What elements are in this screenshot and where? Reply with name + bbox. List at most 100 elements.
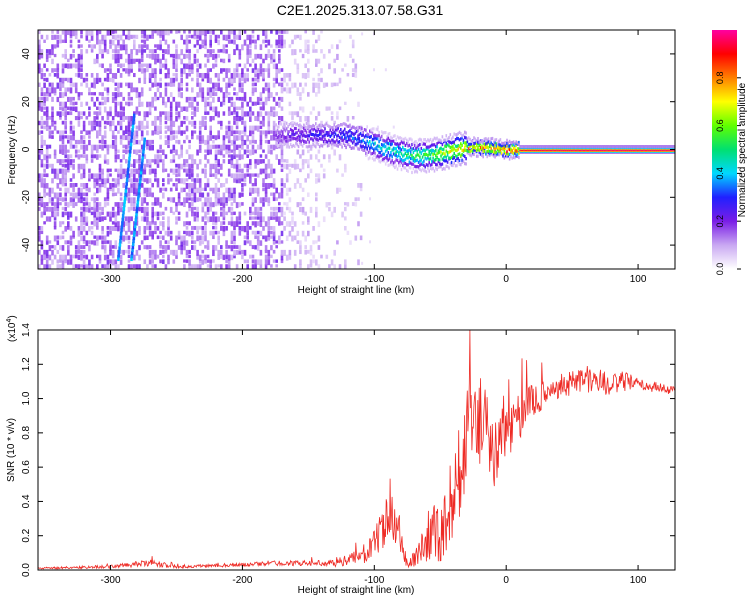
heatmap-cell: [225, 202, 228, 206]
heatmap-cell: [378, 155, 380, 159]
heatmap-cell: [67, 226, 70, 230]
heatmap-cell: [38, 173, 41, 179]
heatmap-cell: [53, 168, 57, 174]
heatmap-cell: [312, 254, 315, 259]
heatmap-cell: [72, 163, 75, 170]
heatmap-cell: [175, 116, 178, 122]
heatmap-cell: [227, 259, 231, 265]
heatmap-cell: [262, 68, 265, 73]
heatmap-cell: [222, 101, 226, 106]
heatmap-cell: [333, 123, 335, 127]
heatmap-cell: [101, 173, 104, 179]
heatmap-cell: [246, 168, 249, 173]
heatmap-cell: [347, 143, 350, 147]
heatmap-cell: [45, 254, 49, 259]
heatmap-cell: [479, 140, 482, 144]
heatmap-cell: [409, 152, 412, 156]
heatmap-cell: [162, 49, 165, 54]
heatmap-cell: [214, 73, 218, 78]
heatmap-cell: [233, 230, 236, 236]
heatmap-cell: [474, 141, 477, 145]
heatmap-cell: [560, 145, 562, 149]
heatmap-cell: [486, 155, 488, 159]
heatmap-cell: [64, 197, 67, 202]
heatmap-cell: [344, 133, 346, 137]
heatmap-cell: [254, 82, 257, 87]
heatmap-cell: [448, 144, 450, 148]
heatmap-cell: [673, 145, 675, 149]
heatmap-cell: [80, 30, 83, 35]
heatmap-cell: [285, 144, 289, 149]
heatmap-cell: [131, 245, 135, 250]
heatmap-cell: [419, 163, 421, 167]
heatmap-cell: [146, 211, 149, 216]
heatmap-cell: [322, 82, 326, 88]
heatmap-cell: [251, 39, 255, 44]
heatmap-cell: [217, 240, 220, 245]
heatmap-cell: [288, 87, 292, 94]
heatmap-cell: [238, 178, 242, 184]
heatmap-cell: [241, 192, 244, 197]
heatmap-cell: [291, 216, 294, 223]
heatmap-cell: [140, 161, 144, 166]
heatmap-cell: [185, 192, 189, 197]
heatmap-cell: [114, 101, 118, 107]
heatmap-cell: [154, 211, 157, 217]
heatmap-cell: [322, 134, 325, 138]
heatmap-cell: [188, 221, 191, 226]
heatmap-cell: [130, 34, 133, 39]
heatmap-cell: [280, 139, 283, 143]
heatmap-cell: [312, 123, 314, 128]
heatmap-cell: [233, 173, 236, 179]
heatmap-cell: [135, 209, 139, 214]
heatmap-cell: [230, 73, 234, 79]
heatmap-cell: [140, 44, 144, 50]
heatmap-cell: [40, 230, 44, 235]
heatmap-cell: [450, 160, 453, 165]
heatmap-cell: [254, 73, 257, 78]
heatmap-cell: [80, 144, 83, 150]
heatmap-cell: [183, 259, 186, 263]
heatmap-cell: [370, 143, 372, 147]
heatmap-cell: [204, 149, 207, 153]
heatmap-cell: [267, 87, 271, 93]
heatmap-cell: [308, 140, 310, 144]
heatmap-cell: [96, 197, 99, 202]
heatmap-cell: [394, 160, 396, 164]
heatmap-cell: [316, 137, 318, 142]
heatmap-cell: [185, 221, 189, 226]
heatmap-cell: [283, 77, 286, 83]
heatmap-cell: [460, 132, 462, 136]
heatmap-cell: [285, 82, 289, 87]
heatmap-cell: [333, 131, 335, 135]
heatmap-cell: [59, 192, 62, 198]
heatmap-cell: [227, 68, 231, 73]
heatmap-cell: [267, 249, 271, 256]
heatmap-cell: [606, 145, 608, 149]
heatmap-cell: [135, 230, 139, 237]
heatmap-cell: [461, 143, 463, 147]
heatmap-cell: [301, 87, 305, 94]
heatmap-cell: [120, 228, 123, 233]
heatmap-cell: [146, 206, 149, 213]
heatmap-cell: [429, 149, 432, 153]
heatmap-cell: [172, 77, 176, 83]
heatmap-cell: [341, 138, 343, 142]
heatmap-cell: [151, 73, 154, 78]
heatmap-cell: [206, 111, 210, 115]
heatmap-cell: [386, 138, 388, 142]
heatmap-cell: [214, 230, 218, 235]
heatmap-cell: [130, 131, 134, 136]
heatmap-cell: [67, 245, 70, 251]
heatmap-cell: [74, 192, 78, 199]
heatmap-cell: [454, 133, 457, 137]
heatmap-cell: [280, 87, 284, 94]
heatmap-cell: [220, 30, 223, 35]
heatmap-cell: [143, 39, 147, 45]
heatmap-cell: [663, 145, 665, 149]
heatmap-cell: [280, 168, 284, 172]
heatmap-cell: [96, 34, 99, 40]
heatmap-cell: [241, 178, 244, 182]
heatmap-cell: [204, 187, 207, 192]
heatmap-cell: [209, 68, 212, 72]
